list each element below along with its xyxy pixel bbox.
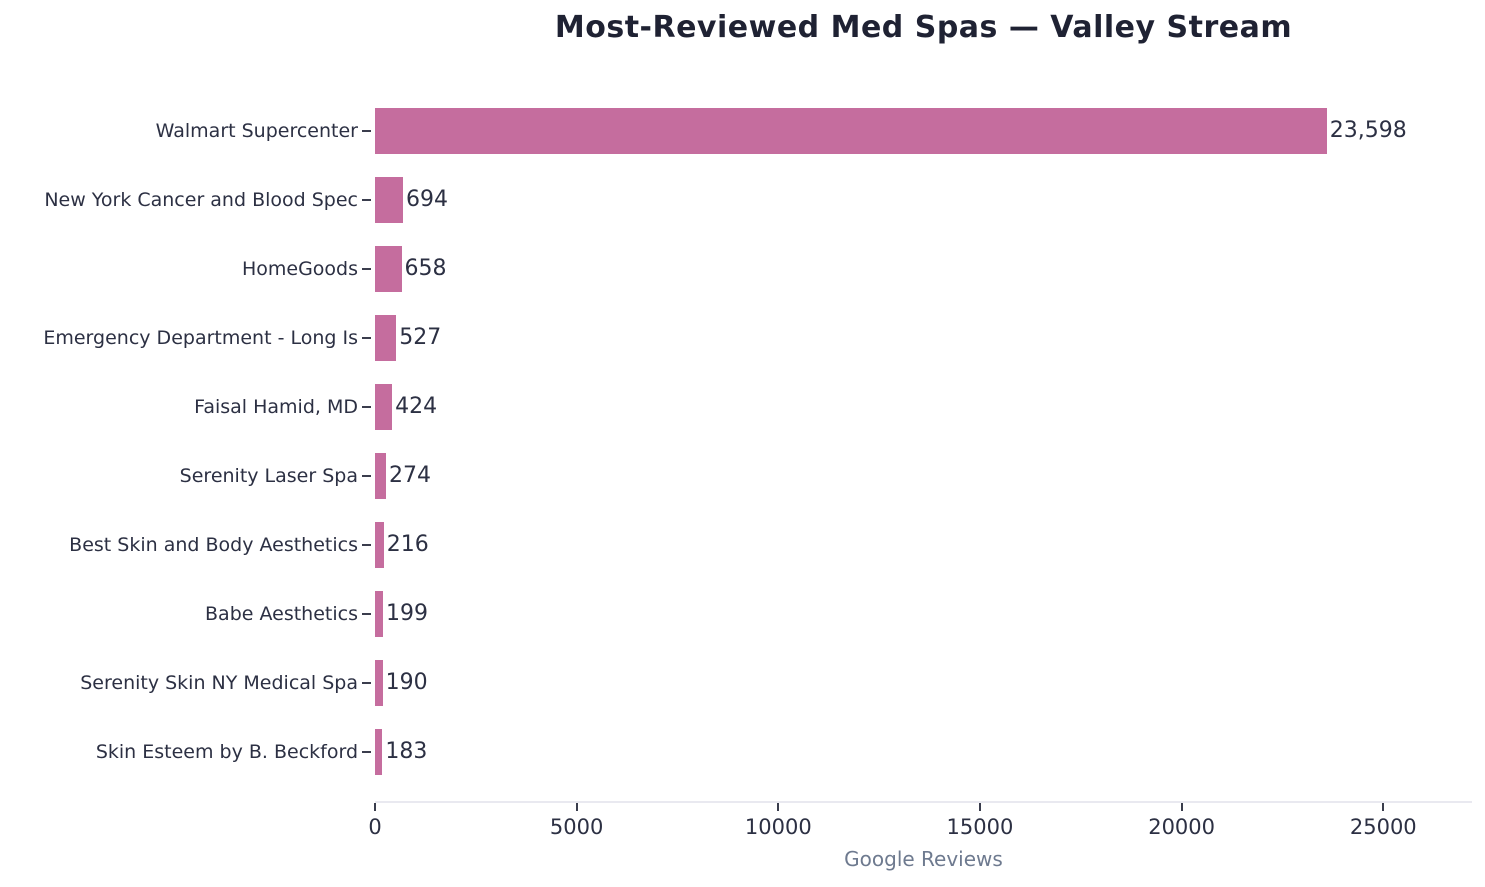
bar [375, 314, 397, 361]
x-tick-label: 5000 [549, 815, 604, 839]
bar-value-label: 694 [405, 187, 448, 212]
y-tick-mark [362, 681, 371, 684]
y-tick-mark [362, 267, 371, 270]
y-axis-label: Babe Aesthetics [205, 602, 358, 625]
y-tick-mark [362, 750, 371, 753]
x-axis-line [375, 801, 1472, 803]
y-axis-label: HomeGoods [241, 257, 358, 280]
bar [375, 383, 393, 430]
y-tick-mark [362, 336, 371, 339]
bar-value-label: 424 [395, 394, 438, 419]
y-axis-label: Best Skin and Body Aesthetics [69, 533, 358, 556]
chart-row: Serenity Laser Spa 274 [180, 441, 1472, 510]
y-tick-mark [362, 198, 371, 201]
y-axis-label: Walmart Supercenter [155, 119, 358, 142]
x-tick-label: 25000 [1349, 815, 1417, 839]
bar [375, 176, 403, 223]
x-tick-label: 0 [368, 815, 382, 839]
chart-row: Faisal Hamid, MD 424 [194, 372, 1472, 441]
x-tick-label: 15000 [946, 815, 1014, 839]
bar-value-label: 23,598 [1329, 118, 1407, 143]
chart-row: Serenity Skin NY Medical Spa 190 [80, 648, 1472, 717]
x-tick-mark [1180, 803, 1183, 811]
bar-value-label: 658 [404, 256, 447, 281]
bar [375, 521, 384, 568]
bar-value-label: 190 [385, 670, 428, 695]
chart-row: HomeGoods 658 [242, 234, 1472, 303]
y-axis-label: Emergency Department - Long Is [43, 326, 358, 349]
x-tick-label: 20000 [1148, 815, 1216, 839]
y-tick-mark [362, 129, 371, 132]
bar [375, 452, 387, 499]
chart-title: Most-Reviewed Med Spas — Valley Stream [554, 10, 1293, 45]
bar-value-label: 183 [385, 739, 428, 764]
x-tick-label: 10000 [744, 815, 812, 839]
bar [375, 590, 384, 637]
bar-value-label: 199 [386, 601, 429, 626]
y-tick-mark [362, 405, 371, 408]
chart-row: Babe Aesthetics 199 [205, 579, 1472, 648]
x-tick-mark [575, 803, 578, 811]
bar [375, 245, 402, 292]
bar [375, 107, 1327, 154]
bar-value-label: 274 [389, 463, 432, 488]
bar [375, 728, 383, 775]
chart-row: Emergency Department - Long Is 527 [43, 303, 1472, 372]
bar-value-label: 527 [399, 325, 442, 350]
x-axis-title: Google Reviews [844, 847, 1003, 871]
chart-row: Walmart Supercenter 23,598 [156, 96, 1472, 165]
y-axis-label: New York Cancer and Blood Spec [44, 188, 358, 211]
x-tick-mark [1382, 803, 1385, 811]
chart-row: Skin Esteem by B. Beckford 183 [96, 717, 1472, 786]
y-axis-label: Serenity Skin NY Medical Spa [80, 671, 358, 694]
y-tick-mark [362, 474, 371, 477]
bar-rows: Walmart Supercenter 23,598 New York Cancer… [43, 96, 1472, 786]
bar [375, 659, 383, 706]
y-tick-mark [362, 543, 371, 546]
y-axis-label: Faisal Hamid, MD [194, 395, 358, 418]
chart-row: New York Cancer and Blood Spec 694 [44, 165, 1472, 234]
chart-row: Best Skin and Body Aesthetics 216 [69, 510, 1472, 579]
x-tick-mark [374, 803, 376, 811]
y-axis-label: Serenity Laser Spa [179, 464, 358, 487]
bar-value-label: 216 [386, 532, 429, 557]
x-tick-mark [978, 803, 981, 811]
x-tick-mark [777, 803, 780, 811]
y-tick-mark [362, 612, 371, 615]
y-axis-label: Skin Esteem by B. Beckford [95, 740, 358, 763]
